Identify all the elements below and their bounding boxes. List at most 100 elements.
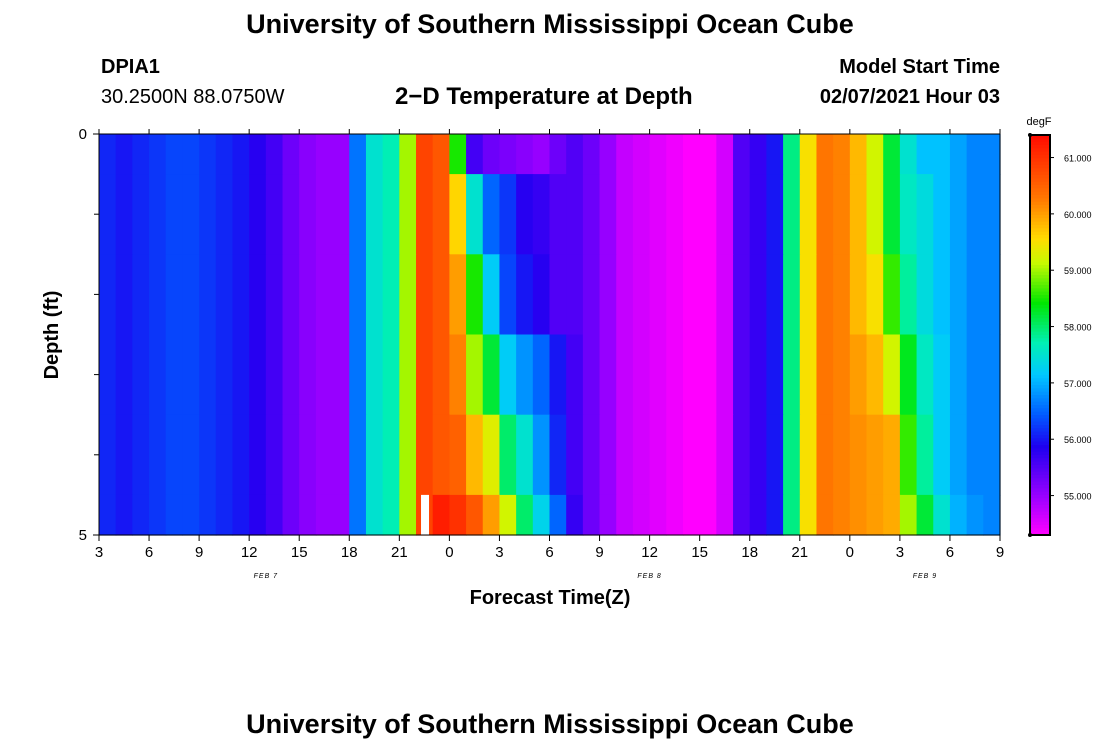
colorbar-tick-label: 56.000 (1064, 435, 1092, 445)
heatmap-cell (399, 494, 417, 536)
colorbar-segment (1030, 425, 1050, 429)
heatmap-cell (532, 494, 551, 536)
heatmap-cell (833, 414, 851, 496)
heatmap-cell (766, 174, 784, 255)
heatmap-cell (682, 254, 701, 336)
colorbar-segment (1030, 481, 1050, 486)
heatmap-cell (849, 494, 868, 536)
heatmap-cell (983, 414, 1001, 496)
colorbar-segment (1030, 211, 1050, 216)
colorbar-segment (1030, 478, 1050, 483)
heatmap-cell (766, 254, 784, 336)
colorbar-segment (1030, 475, 1050, 479)
colorbar-segment (1030, 338, 1050, 343)
heatmap-cell (482, 494, 501, 536)
heatmap-cell (682, 334, 701, 416)
heatmap-cell (816, 254, 834, 336)
heatmap-cell (315, 174, 334, 255)
heatmap-cell (466, 334, 484, 416)
heatmap-cell (666, 134, 684, 175)
colorbar-segment (1030, 238, 1050, 243)
heatmap-cell (966, 414, 984, 496)
colorbar-segment (1030, 138, 1050, 143)
colorbar: 55.000 56.000 57.000 58.000 59.000 60.000 61.0… (1028, 133, 1092, 537)
heatmap-cell (566, 254, 584, 336)
heatmap-cell (666, 414, 684, 496)
heatmap-cell (883, 254, 901, 336)
heatmap-cell (199, 414, 217, 496)
colorbar-segment (1030, 305, 1050, 309)
heatmap-cell (299, 134, 317, 175)
heatmap-cell (449, 254, 467, 336)
colorbar-segment (1030, 385, 1050, 389)
heatmap-cell (799, 414, 818, 496)
colorbar-segment (1030, 468, 1050, 473)
heatmap-cell (132, 414, 150, 496)
heatmap-cell (816, 334, 834, 416)
heatmap-cell (315, 254, 334, 336)
x-axis-label: Forecast Time(Z) (470, 587, 631, 609)
heatmap-cell (449, 134, 467, 175)
heatmap-cell (666, 254, 684, 336)
heatmap-cell (766, 334, 784, 416)
heatmap-cell (132, 254, 150, 336)
heatmap-cell (966, 334, 984, 416)
heatmap-cell (449, 414, 467, 496)
heatmap-cell (783, 254, 801, 336)
heatmap-cell (232, 414, 250, 496)
heatmap-cell (516, 414, 534, 496)
colorbar-segment (1030, 495, 1050, 499)
heatmap-cell (282, 174, 300, 255)
heatmap-cell (749, 254, 768, 336)
heatmap-cell (182, 334, 200, 416)
heatmap-cell (866, 134, 884, 175)
heatmap-cell (449, 334, 467, 416)
colorbar-segment (1030, 288, 1050, 293)
heatmap-cell (249, 334, 267, 416)
heatmap-cell (599, 254, 617, 336)
colorbar-segment (1030, 351, 1050, 356)
x-tick-label: 9 (595, 544, 603, 561)
x-tick-label: 3 (896, 544, 904, 561)
colorbar-segment (1030, 381, 1050, 386)
colorbar-segment (1030, 325, 1050, 329)
colorbar-segment (1030, 421, 1050, 426)
heatmap-cell (733, 134, 751, 175)
heatmap-cell (949, 414, 968, 496)
heatmap-cell (933, 174, 951, 255)
heatmap-cell (149, 494, 167, 536)
colorbar-segment (1030, 255, 1050, 259)
colorbar-segment (1030, 515, 1050, 519)
colorbar-segment (1030, 295, 1050, 299)
heatmap-cell (516, 254, 534, 336)
heatmap-cell (365, 334, 384, 416)
colorbar-unit: degF (1026, 116, 1051, 128)
heatmap-cell (566, 334, 584, 416)
x-tick-label: 18 (341, 544, 358, 561)
heatmap-cell (315, 494, 334, 536)
temperature-depth-chart: 3 6 9 12 15 18 21 0 3 6 9 12 15 18 21 0 3 6 9 FEB 7 FEB 8 FEB… (41, 116, 1092, 609)
colorbar-segment (1030, 235, 1050, 239)
model-start-value: 02/07/2021 Hour 03 (819, 86, 1000, 108)
heatmap-cell (99, 414, 117, 496)
heatmap-cell (849, 414, 868, 496)
colorbar-segment (1030, 418, 1050, 423)
heatmap-cell (566, 174, 584, 255)
colorbar-segment (1030, 395, 1050, 399)
heatmap-cell (182, 494, 200, 536)
heatmap-cell (899, 174, 918, 255)
colorbar-segment (1030, 185, 1050, 189)
heatmap-cells (99, 134, 1001, 536)
heatmap-cell (482, 174, 501, 255)
heatmap-cell (332, 134, 350, 175)
colorbar-segment (1030, 398, 1050, 403)
heatmap-cell (532, 134, 551, 175)
x-tick-label: 15 (691, 544, 708, 561)
heatmap-cell (99, 494, 117, 536)
heatmap-cell (315, 414, 334, 496)
colorbar-segment (1030, 231, 1050, 236)
heatmap-cell (866, 254, 884, 336)
heatmap-cell (265, 414, 284, 496)
heatmap-cell (616, 134, 634, 175)
colorbar-segment (1030, 178, 1050, 183)
